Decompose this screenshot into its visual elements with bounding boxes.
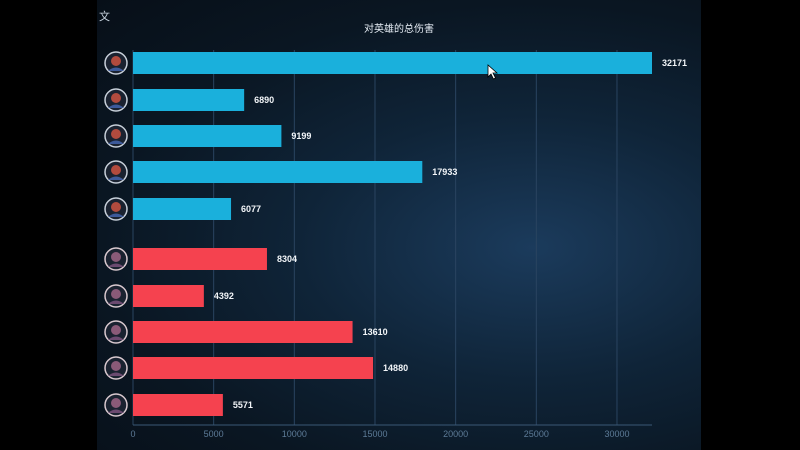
avatar-body <box>108 140 124 144</box>
hero-avatar-icon <box>104 51 128 75</box>
hero-avatar-icon <box>104 197 128 221</box>
bar <box>133 321 353 343</box>
avatar-body <box>108 67 124 71</box>
hero-avatar-icon <box>104 160 128 184</box>
bar-value-label: 8304 <box>277 254 297 264</box>
avatar-body <box>108 104 124 108</box>
bar-value-label: 14880 <box>383 363 408 373</box>
x-tick-label: 5000 <box>204 429 224 439</box>
avatar-face <box>111 289 121 299</box>
avatar-face <box>111 129 121 139</box>
bars: 32171 6890 9199 17933 6077 8304 4392 13610 14880… <box>133 52 687 416</box>
bar <box>133 394 223 416</box>
mouse-cursor-icon <box>487 64 499 80</box>
x-tick-label: 30000 <box>604 429 629 439</box>
bar-value-label: 4392 <box>214 291 234 301</box>
x-tick-label: 20000 <box>443 429 468 439</box>
bar-value-label: 17933 <box>432 167 457 177</box>
hero-avatar-icon <box>104 284 128 308</box>
hero-avatar-icon <box>104 88 128 112</box>
avatar-face <box>111 56 121 66</box>
chart-title: 对英雄的总伤害 <box>364 24 434 35</box>
hero-avatar-icon <box>104 247 128 271</box>
bar <box>133 248 267 270</box>
avatar-face <box>111 325 121 335</box>
bar <box>133 89 245 111</box>
hero-avatar-icon <box>104 393 128 417</box>
avatar-face <box>111 93 121 103</box>
x-tick-label: 10000 <box>282 429 307 439</box>
avatar-face <box>111 202 121 212</box>
avatar-face <box>111 361 121 371</box>
bar-value-label: 5571 <box>233 400 253 410</box>
bar-value-label: 6077 <box>241 204 261 214</box>
avatar-body <box>108 372 124 376</box>
bar <box>133 285 204 307</box>
hero-avatar-icon <box>104 320 128 344</box>
avatar-face <box>111 165 121 175</box>
bar <box>133 52 652 74</box>
avatar-body <box>108 213 124 217</box>
bar <box>133 161 423 183</box>
x-tick-label: 0 <box>130 429 135 439</box>
x-tick-label: 25000 <box>524 429 549 439</box>
avatar-face <box>111 252 121 262</box>
hero-avatar-icon <box>104 124 128 148</box>
x-axis: 0 5000 10000 15000 20000 25000 30000 <box>130 424 652 439</box>
bar <box>133 357 374 379</box>
bar-value-label: 9199 <box>291 131 311 141</box>
bar-value-label: 32171 <box>662 58 687 68</box>
bar <box>133 125 282 147</box>
avatar-body <box>108 409 124 413</box>
bar-value-label: 6890 <box>254 95 274 105</box>
bar <box>133 198 232 220</box>
avatar-body <box>108 176 124 180</box>
hero-avatar-icon <box>104 356 128 380</box>
corner-label: 文 <box>99 11 110 23</box>
avatar-body <box>108 263 124 267</box>
x-tick-label: 15000 <box>362 429 387 439</box>
avatar-body <box>108 336 124 340</box>
bar-value-label: 13610 <box>363 327 388 337</box>
avatar-body <box>108 300 124 304</box>
avatar-face <box>111 398 121 408</box>
hero-avatars <box>104 51 128 417</box>
